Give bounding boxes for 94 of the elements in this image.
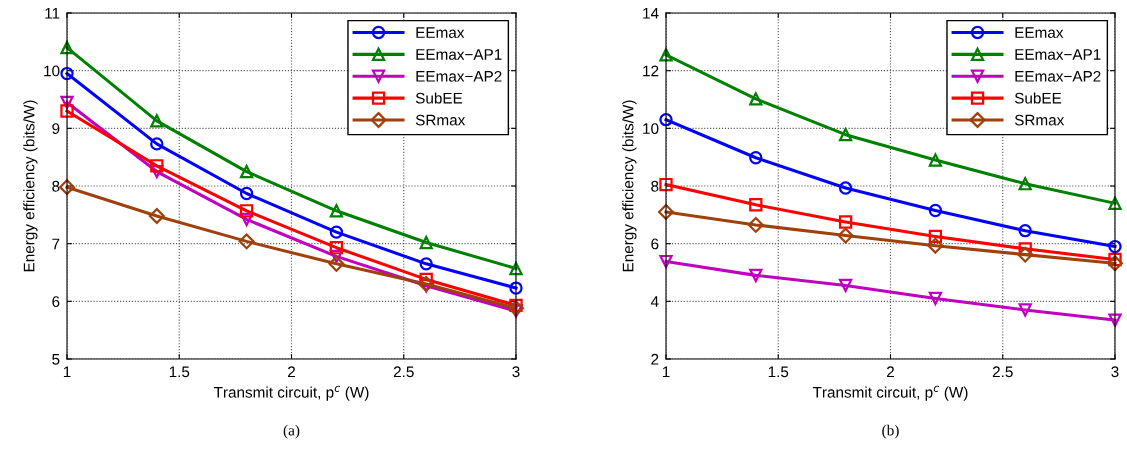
point	[329, 241, 344, 255]
point	[659, 177, 673, 192]
x-tick-label: 2.5	[992, 366, 1013, 378]
point	[928, 153, 943, 167]
legend-label: EEmax	[1015, 27, 1064, 38]
point	[239, 186, 254, 201]
point	[1018, 224, 1032, 238]
point	[838, 215, 853, 229]
point	[1017, 246, 1034, 263]
legend-label: SubEE	[415, 92, 463, 104]
point	[658, 203, 674, 220]
x-tick-label: 3	[512, 366, 520, 378]
legend-label: EEmax−AP1	[1015, 49, 1101, 60]
point	[239, 204, 254, 218]
point	[928, 291, 943, 306]
y-tick-label: 8	[651, 180, 659, 192]
point	[838, 278, 853, 293]
x-tick-label: 2	[887, 366, 894, 378]
point	[509, 261, 523, 276]
y-tick-label: 8	[52, 180, 60, 192]
legend-label: SubEE	[1014, 92, 1062, 104]
y-tick-label: 6	[52, 296, 60, 308]
point	[329, 204, 344, 218]
point	[148, 208, 165, 224]
point	[1018, 303, 1032, 317]
y-tick-label: 14	[643, 8, 659, 19]
legend-label: EEmax−AP2	[416, 70, 502, 82]
point	[927, 237, 944, 254]
x-tick-label: 1	[63, 366, 71, 378]
y-axis-title: Energy efficiency (bits/W)	[622, 100, 637, 272]
point	[1108, 239, 1122, 254]
point	[1107, 255, 1123, 272]
point	[1108, 252, 1122, 267]
point	[659, 113, 673, 127]
legend-label: SRmax	[1014, 114, 1065, 126]
point	[60, 104, 74, 118]
x-axis-title: Transmit circuit, p$^{c}$ (W)	[213, 385, 369, 401]
point	[419, 235, 433, 250]
text: (b)	[882, 424, 899, 439]
point	[60, 40, 74, 55]
point	[238, 233, 255, 250]
text: (a)	[283, 424, 300, 439]
point	[659, 48, 673, 62]
y-tick-label: 9	[52, 123, 60, 135]
point	[838, 181, 853, 195]
y-tick-label: 2	[651, 353, 659, 365]
point	[150, 159, 164, 173]
point	[928, 229, 943, 244]
point	[508, 300, 524, 317]
y-tick-label: 5	[52, 354, 60, 365]
point	[59, 179, 75, 196]
point	[419, 272, 433, 287]
x-tick-label: 1.5	[768, 366, 789, 378]
point	[1018, 177, 1032, 191]
point	[509, 281, 523, 295]
point	[749, 198, 763, 212]
x-tick-label: 1.5	[169, 366, 190, 378]
point	[150, 114, 164, 128]
point	[328, 255, 345, 272]
y-tick-label: 11	[45, 8, 60, 19]
y-tick-label: 10	[643, 123, 659, 135]
point	[1108, 196, 1122, 210]
point	[419, 257, 433, 271]
point	[329, 225, 344, 239]
y-tick-label: 12	[643, 65, 659, 77]
point	[239, 212, 254, 227]
x-tick-label: 1	[662, 366, 670, 378]
point	[749, 268, 763, 283]
y-tick-label: 7	[52, 238, 60, 250]
point	[60, 66, 74, 81]
point	[239, 164, 254, 179]
point	[837, 227, 854, 244]
legend-label: EEmax−AP1	[416, 49, 502, 60]
legend-label: EEmax−AP2	[1015, 70, 1101, 82]
y-axis-title: Energy efficiency (bits/W)	[23, 100, 38, 272]
point	[749, 151, 763, 165]
y-tick-label: 6	[651, 238, 659, 250]
x-tick-label: 2	[288, 366, 295, 378]
x-axis-title: Transmit circuit, p$^{c}$ (W)	[812, 385, 968, 401]
point	[838, 128, 853, 142]
point	[329, 249, 344, 264]
point	[747, 216, 764, 233]
x-tick-label: 3	[1111, 366, 1119, 378]
point	[509, 298, 523, 313]
point	[659, 254, 673, 269]
legend-label: EEmax	[416, 27, 465, 38]
y-tick-label: 10	[44, 65, 60, 77]
point	[749, 92, 763, 106]
y-tick-label: 4	[650, 296, 659, 307]
legend-label: SRmax	[415, 114, 466, 126]
point	[1108, 313, 1122, 327]
point	[150, 137, 164, 151]
point	[928, 203, 943, 218]
x-tick-label: 2.5	[393, 366, 414, 378]
